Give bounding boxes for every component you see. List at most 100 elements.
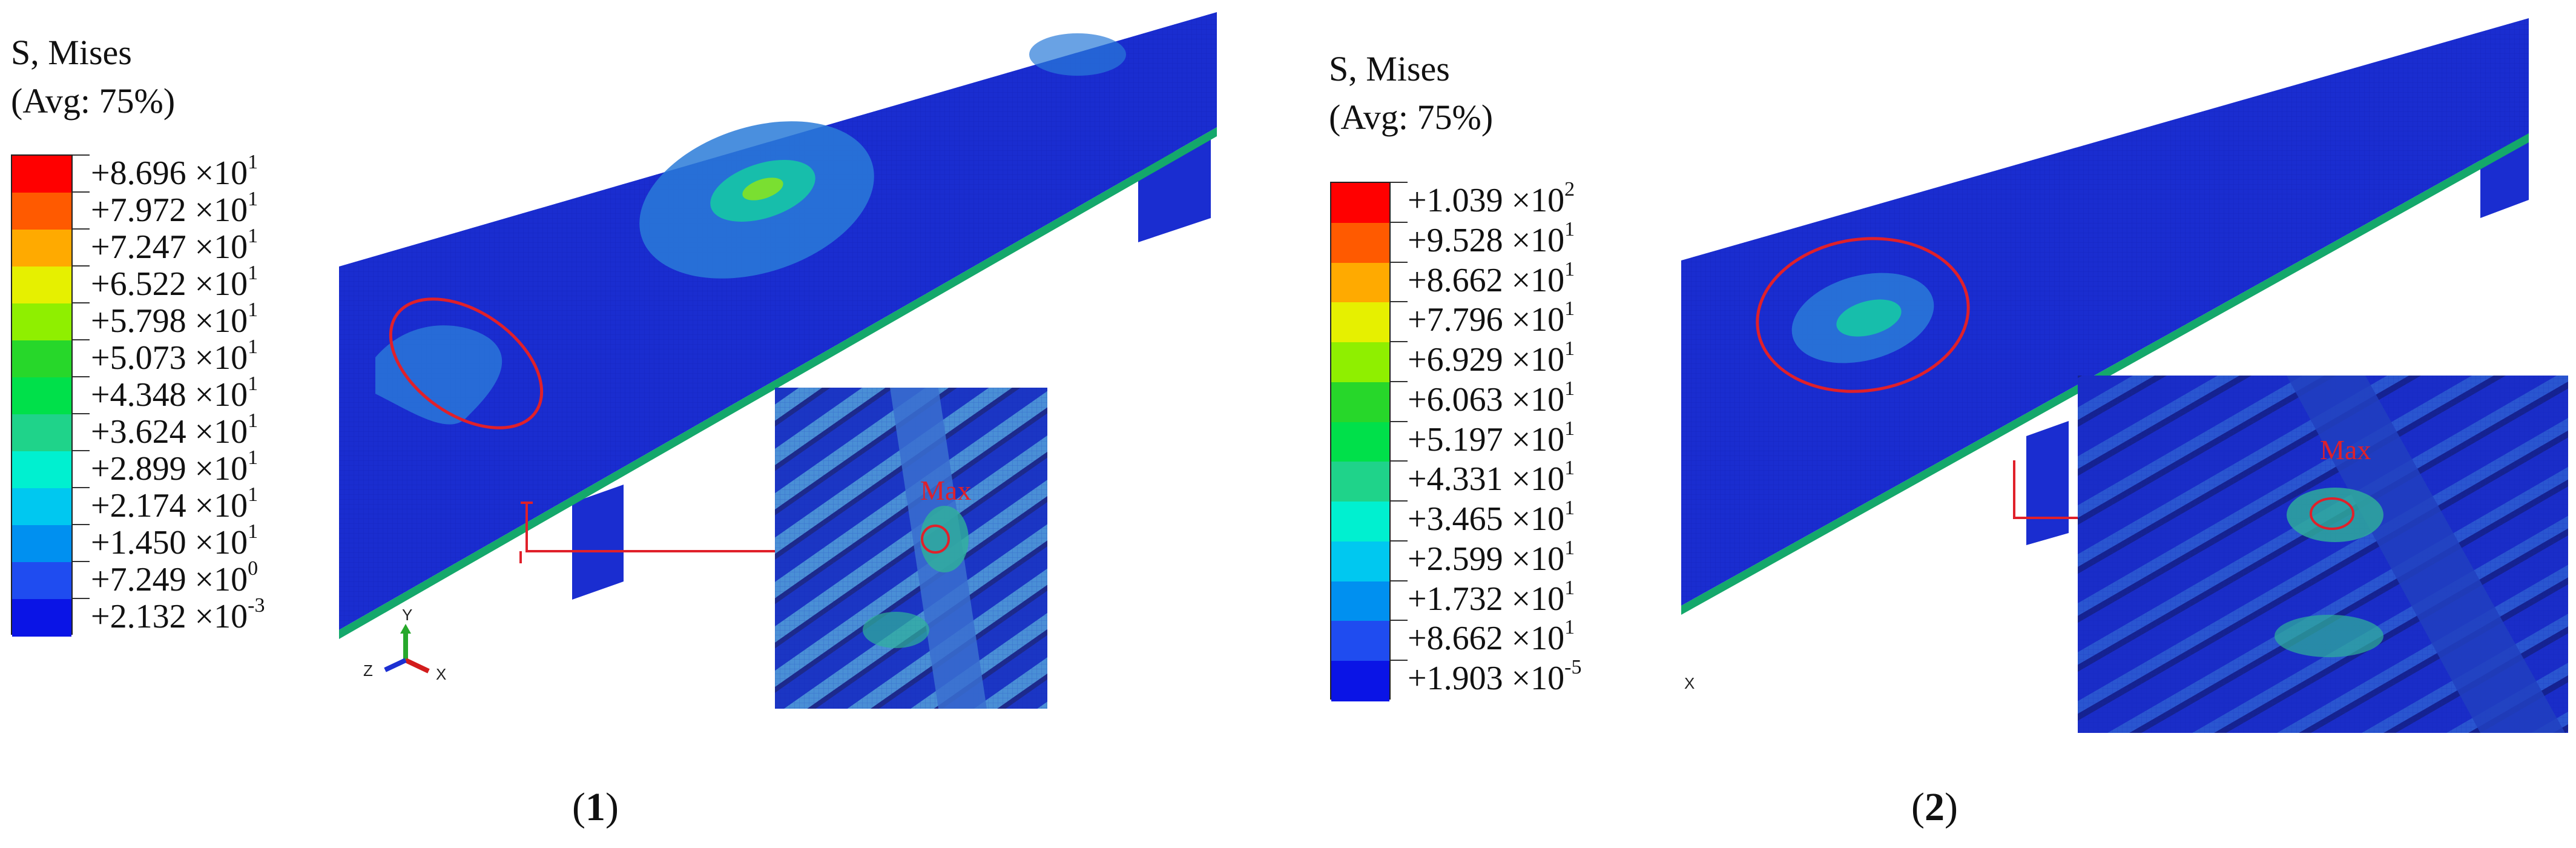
legend-tick — [73, 598, 90, 599]
legend-value-label: +7.247 ×101 — [91, 225, 259, 266]
legend-swatch — [1331, 342, 1389, 383]
figure-panel-1: S, Mises (Avg: 75%) +8.696 ×101 +7.972 ×1… — [11, 12, 1217, 829]
highlight-ellipse — [1756, 237, 1970, 393]
legend-value-label: +2.899 ×101 — [91, 446, 259, 488]
legend-tick — [73, 191, 90, 193]
legend-tick — [1391, 221, 1408, 223]
legend-swatch — [1331, 661, 1389, 701]
legend-tick — [73, 450, 90, 451]
legend-value-label: +8.696 ×101 — [91, 151, 259, 192]
legend-value-label: +6.063 ×101 — [1408, 377, 1575, 419]
legend-tick — [1391, 380, 1408, 382]
legend-swatch — [1331, 581, 1389, 622]
figure-caption-1: (1) — [572, 785, 619, 829]
legend-value-label: +2.599 ×101 — [1408, 536, 1575, 578]
legend-value-label: +6.522 ×101 — [91, 262, 259, 303]
legend-swatch — [12, 193, 71, 230]
legend-tick — [1391, 540, 1408, 542]
legend-value-label: +1.039 ×102 — [1408, 178, 1575, 219]
svg-text:X: X — [436, 665, 446, 683]
legend-value-label: +8.662 ×101 — [1408, 616, 1575, 658]
legend-value-label: +8.662 ×101 — [1408, 257, 1575, 299]
legend-title-line1: S, Mises — [1329, 49, 1450, 88]
support-beam-left — [572, 485, 624, 600]
legend-title-line2: (Avg: 75%) — [1329, 98, 1494, 137]
legend-swatch — [12, 267, 71, 304]
highlight-ellipse — [389, 297, 544, 429]
support-beam-left — [2026, 421, 2069, 545]
legend-swatch — [1331, 621, 1389, 662]
legend-swatch — [12, 562, 71, 600]
legend-title-line2: (Avg: 75%) — [11, 81, 176, 121]
legend-value-label: +1.732 ×101 — [1408, 576, 1575, 618]
max-label: Max — [2320, 434, 2371, 465]
stress-zone-mid — [1836, 299, 1902, 337]
legend-value-label: +9.528 ×101 — [1408, 217, 1575, 259]
max-marker-circle — [2310, 497, 2354, 530]
legend-swatch — [12, 377, 71, 415]
legend-value-label: +3.465 ×101 — [1408, 497, 1575, 538]
legend-value-label: +3.624 ×101 — [91, 409, 259, 451]
legend-swatch — [12, 451, 71, 489]
stress-zone-peak — [742, 177, 783, 200]
svg-text:Y: Y — [402, 606, 412, 624]
legend-swatch — [12, 230, 71, 267]
legend-value-label: +7.249 ×100 — [91, 557, 259, 598]
legend-swatch — [12, 488, 71, 526]
figure-panel-2: S, Mises (Avg: 75%) +1.039 ×102 +9.528 ×1… — [1288, 0, 2576, 848]
legend-value-label: +6.929 ×101 — [1408, 337, 1575, 379]
legend-swatch — [12, 414, 71, 452]
contour-color-bar — [11, 154, 73, 637]
stress-zone-edge — [375, 325, 502, 425]
svg-text:X: X — [1684, 674, 1695, 692]
legend-value-label: +1.903 ×10-5 — [1408, 656, 1582, 698]
legend-swatch — [1331, 183, 1389, 224]
legend-tick — [73, 302, 90, 303]
legend-tick — [73, 413, 90, 414]
legend-tick — [73, 376, 90, 377]
svg-text:Z: Z — [363, 661, 373, 680]
legend-swatch — [1331, 382, 1389, 423]
legend-tick — [73, 524, 90, 525]
legend-value-label: +5.197 ×101 — [1408, 417, 1575, 459]
legend-tick — [1391, 341, 1408, 343]
legend-swatch — [1331, 302, 1389, 343]
legend-value-label: +1.450 ×101 — [91, 520, 259, 561]
legend-tick — [73, 487, 90, 488]
legend-tick — [1391, 660, 1408, 661]
legend-tick — [73, 265, 90, 267]
legend-swatch — [12, 525, 71, 563]
legend-tick — [1391, 580, 1408, 581]
legend-swatch — [1331, 262, 1389, 303]
legend-tick — [73, 154, 90, 156]
legend-swatch — [1331, 422, 1389, 463]
legend-swatch — [1331, 502, 1389, 542]
max-marker-circle — [921, 525, 950, 554]
axis-triad-icon: Y Z X — [1684, 674, 1695, 692]
legend-value-label: +2.174 ×101 — [91, 483, 259, 525]
legend-tick — [1391, 500, 1408, 502]
legend-value-label: +2.132 ×10-3 — [91, 594, 265, 635]
legend-value-label: +5.798 ×101 — [91, 299, 259, 340]
legend-tick — [1391, 620, 1408, 621]
legend-swatch — [12, 340, 71, 378]
legend-title-line1: S, Mises — [11, 33, 132, 72]
legend-tick — [1391, 182, 1408, 183]
axis-triad-icon: Y Z X — [363, 606, 446, 683]
contour-color-bar — [1330, 182, 1391, 701]
max-label: Max — [920, 475, 971, 506]
legend-tick — [1391, 420, 1408, 422]
figure-caption-2: (2) — [1911, 785, 1958, 829]
legend-tick — [73, 339, 90, 340]
legend-tick — [1391, 460, 1408, 462]
legend-swatch — [12, 599, 71, 637]
legend-tick — [73, 561, 90, 562]
legend-value-label: +7.972 ×101 — [91, 188, 259, 229]
legend-swatch — [1331, 462, 1389, 503]
legend-tick — [73, 228, 90, 230]
legend-tick — [1391, 261, 1408, 263]
legend-swatch — [1331, 222, 1389, 263]
legend-swatch — [12, 156, 71, 193]
legend-tick — [1391, 301, 1408, 303]
legend-swatch — [1331, 541, 1389, 582]
